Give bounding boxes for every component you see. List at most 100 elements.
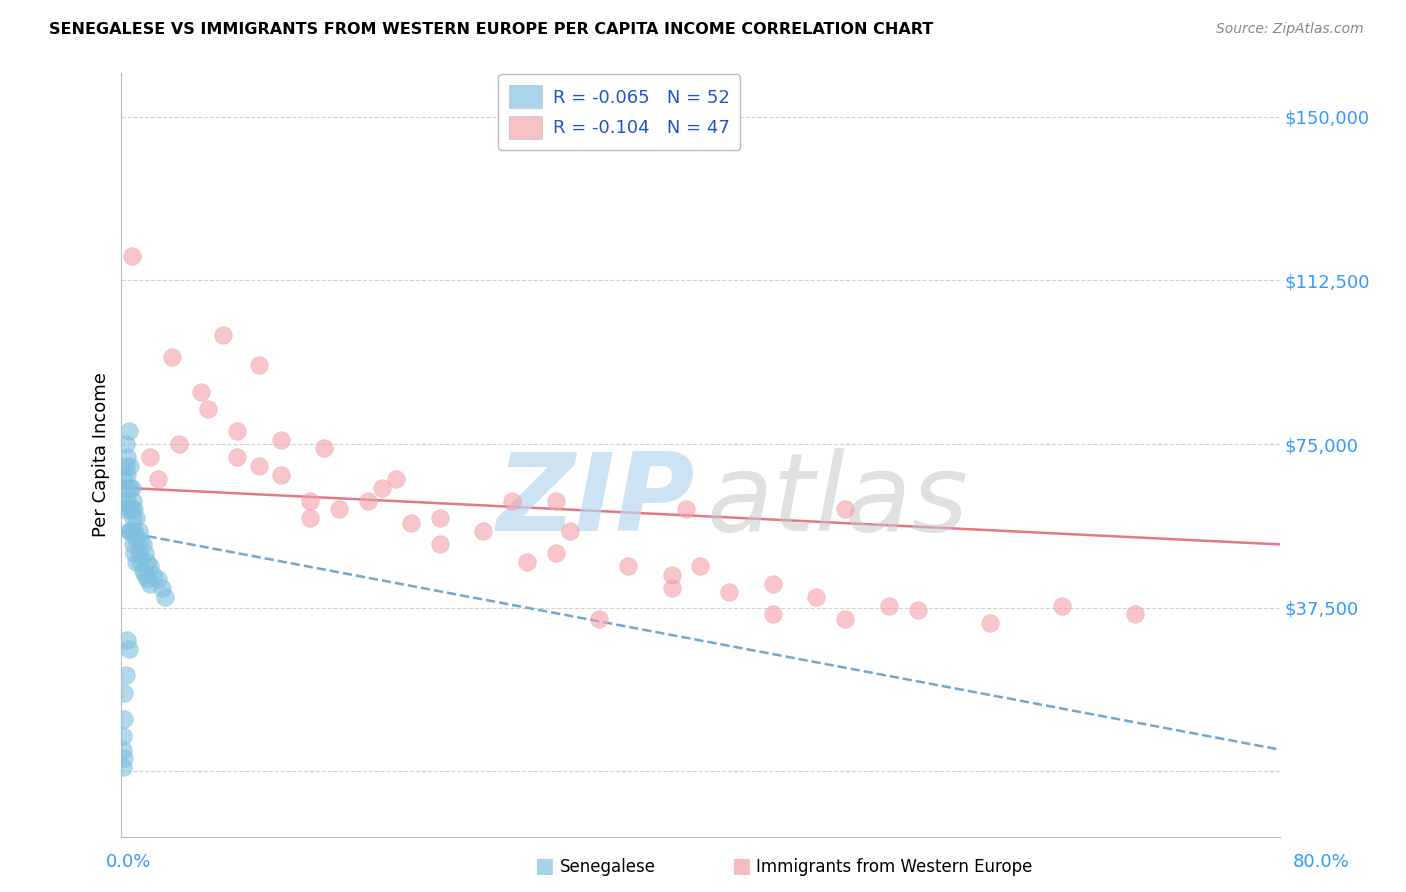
- Point: [125, 555, 148, 569]
- Point: [762, 576, 785, 591]
- Point: [128, 546, 150, 560]
- Point: [118, 424, 141, 438]
- Point: [121, 249, 143, 263]
- Point: [112, 751, 135, 765]
- Point: [124, 546, 146, 560]
- Point: [120, 481, 142, 495]
- Point: [139, 450, 162, 464]
- Point: [125, 511, 148, 525]
- Point: [1123, 607, 1146, 622]
- Point: [124, 502, 146, 516]
- Point: [314, 442, 336, 456]
- Point: [661, 581, 683, 595]
- Point: [129, 533, 152, 547]
- Point: [125, 533, 148, 547]
- Text: SENEGALESE VS IMMIGRANTS FROM WESTERN EUROPE PER CAPITA INCOME CORRELATION CHART: SENEGALESE VS IMMIGRANTS FROM WESTERN EU…: [49, 22, 934, 37]
- Text: ■: ■: [731, 856, 751, 876]
- Point: [122, 511, 145, 525]
- Point: [121, 481, 143, 495]
- Point: [121, 502, 143, 516]
- Point: [120, 458, 142, 473]
- Point: [134, 568, 156, 582]
- Point: [544, 493, 567, 508]
- Point: [226, 424, 249, 438]
- Point: [150, 581, 173, 595]
- Point: [115, 450, 138, 464]
- Point: [114, 668, 136, 682]
- Point: [115, 633, 138, 648]
- Point: [115, 467, 138, 482]
- Y-axis label: Per Capita Income: Per Capita Income: [93, 373, 110, 537]
- Point: [118, 502, 141, 516]
- Point: [118, 524, 141, 539]
- Point: [617, 559, 640, 574]
- Point: [132, 537, 155, 551]
- Point: [111, 730, 134, 744]
- Point: [356, 493, 378, 508]
- Point: [979, 615, 1001, 630]
- Point: [169, 437, 191, 451]
- Text: Immigrants from Western Europe: Immigrants from Western Europe: [756, 858, 1033, 876]
- Point: [328, 502, 350, 516]
- Point: [139, 559, 162, 574]
- Point: [121, 524, 143, 539]
- Point: [834, 612, 856, 626]
- Point: [226, 450, 249, 464]
- Point: [270, 433, 292, 447]
- Point: [129, 555, 152, 569]
- Point: [153, 590, 176, 604]
- Point: [132, 564, 155, 578]
- Point: [114, 437, 136, 451]
- Point: [544, 546, 567, 560]
- Point: [762, 607, 785, 622]
- Point: [128, 524, 150, 539]
- Point: [160, 350, 183, 364]
- Text: atlas: atlas: [706, 449, 969, 553]
- Point: [661, 568, 683, 582]
- Point: [516, 555, 538, 569]
- Text: ZIP: ZIP: [496, 448, 695, 554]
- Text: ■: ■: [534, 856, 554, 876]
- Point: [111, 760, 134, 774]
- Point: [877, 599, 900, 613]
- Point: [834, 502, 856, 516]
- Point: [122, 537, 145, 551]
- Point: [136, 555, 159, 569]
- Point: [111, 742, 134, 756]
- Point: [806, 590, 828, 604]
- Text: 0.0%: 0.0%: [105, 853, 150, 871]
- Text: Senegalese: Senegalese: [560, 858, 655, 876]
- Point: [134, 546, 156, 560]
- Point: [139, 576, 162, 591]
- Point: [675, 502, 697, 516]
- Point: [247, 458, 270, 473]
- Point: [112, 686, 135, 700]
- Point: [111, 493, 134, 508]
- Point: [146, 472, 169, 486]
- Point: [907, 603, 929, 617]
- Point: [298, 493, 321, 508]
- Point: [112, 472, 135, 486]
- Legend: R = -0.065   N = 52, R = -0.104   N = 47: R = -0.065 N = 52, R = -0.104 N = 47: [499, 74, 741, 150]
- Point: [399, 516, 422, 530]
- Point: [190, 384, 212, 399]
- Point: [270, 467, 292, 482]
- Point: [114, 481, 136, 495]
- Point: [142, 568, 165, 582]
- Point: [211, 327, 233, 342]
- Point: [501, 493, 523, 508]
- Point: [560, 524, 582, 539]
- Point: [146, 572, 169, 586]
- Point: [112, 712, 135, 726]
- Point: [429, 511, 451, 525]
- Point: [120, 524, 142, 539]
- Point: [115, 493, 138, 508]
- Point: [122, 493, 145, 508]
- Point: [588, 612, 610, 626]
- Point: [112, 502, 135, 516]
- Point: [247, 359, 270, 373]
- Point: [118, 642, 141, 657]
- Point: [429, 537, 451, 551]
- Point: [689, 559, 711, 574]
- Point: [385, 472, 408, 486]
